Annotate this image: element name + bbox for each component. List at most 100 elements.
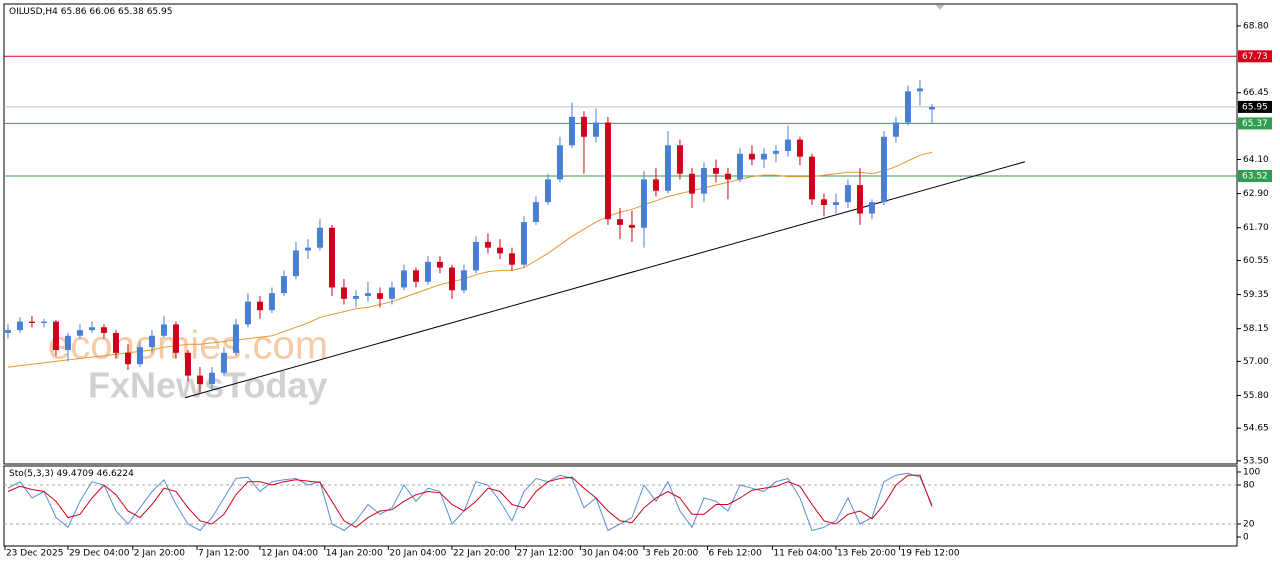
candle-body	[532, 202, 539, 223]
level-label: 65.95	[1242, 102, 1268, 112]
candle-body	[124, 352, 131, 365]
candle-body	[4, 330, 11, 333]
candle-body	[748, 153, 755, 160]
trendline	[184, 161, 1026, 399]
indicator-value: 46.6224	[96, 469, 134, 479]
candle-body	[460, 270, 467, 291]
candle-body	[856, 185, 863, 214]
candle-body	[100, 327, 107, 333]
candle-body	[136, 347, 143, 365]
shift-marker	[936, 5, 944, 10]
level-box	[1238, 117, 1272, 130]
candle-body	[676, 145, 683, 174]
candle-body	[400, 270, 407, 288]
candle-body	[340, 287, 347, 299]
main-frame	[3, 3, 1238, 465]
x-tick-label: 30 Jan 04:00	[581, 549, 638, 559]
candle-body	[688, 173, 695, 194]
candle-body	[280, 276, 287, 294]
y-tick-label: 53.50	[1243, 456, 1269, 466]
candle-body	[520, 222, 527, 265]
y-tick-label: 60.55	[1243, 256, 1269, 266]
candle-body	[832, 202, 839, 206]
candle-body	[184, 352, 191, 376]
x-tick-label: 12 Jan 04:00	[261, 549, 318, 559]
level-label: 65.37	[1242, 119, 1268, 129]
y-tick-label: 55.80	[1243, 391, 1269, 401]
candle-body	[232, 324, 239, 353]
y-tick-label: 62.90	[1243, 189, 1269, 199]
candle-body	[556, 145, 563, 180]
candle-body	[892, 122, 899, 137]
x-tick-label: 19 Feb 12:00	[901, 549, 960, 559]
candle-body	[220, 352, 227, 373]
candle-body	[472, 241, 479, 271]
x-tick-label: 23 Dec 2025	[6, 549, 64, 559]
symbol: OILUSD,H4	[9, 7, 58, 17]
y-tick-label: 57.00	[1243, 357, 1269, 367]
level-box	[1238, 170, 1272, 183]
candle-body	[484, 241, 491, 248]
indicator-title: Sto(5,3,3)	[9, 469, 54, 479]
x-tick-label: 6 Feb 12:00	[709, 549, 763, 559]
x-tick-label: 7 Jan 12:00	[198, 549, 250, 559]
ohlc-value: 66.06	[89, 7, 116, 17]
candle-body	[328, 227, 335, 288]
y-tick-label: 58.15	[1243, 324, 1269, 334]
stochastic-line	[7, 472, 933, 532]
candle-body	[16, 321, 23, 331]
y-tick-label: 20	[1243, 520, 1255, 530]
candle-body	[40, 321, 47, 323]
indicator-frame	[3, 465, 1238, 547]
candle-body	[412, 270, 419, 282]
candle-body	[640, 179, 647, 228]
candle-body	[664, 145, 671, 191]
candle-body	[304, 247, 311, 251]
x-tick-label: 27 Jan 12:00	[517, 549, 574, 559]
candle-body	[76, 330, 83, 336]
x-tick-label: 13 Feb 20:00	[837, 549, 896, 559]
y-tick-label: 59.35	[1243, 290, 1269, 300]
candle-body	[772, 150, 779, 154]
level-label: 67.73	[1242, 52, 1268, 62]
candle-body	[172, 324, 179, 353]
candle-body	[544, 179, 551, 203]
watermark: FxNewsToday	[88, 365, 327, 406]
candle-body	[628, 224, 635, 228]
y-tick-label: 66.45	[1243, 88, 1269, 98]
y-tick-label: 54.65	[1243, 424, 1269, 434]
candle-body	[388, 287, 395, 299]
chart-header: OILUSD,H4 65.86 66.06 65.38 65.95	[9, 7, 175, 17]
candle-body	[364, 293, 371, 296]
y-tick-label: 68.80	[1243, 21, 1269, 31]
candle-body	[316, 227, 323, 248]
candle-body	[616, 219, 623, 225]
candle-body	[208, 372, 215, 385]
y-tick-label: 100	[1243, 467, 1260, 477]
x-tick-label: 2 Jan 20:00	[134, 549, 186, 559]
y-tick-label: 80	[1243, 480, 1255, 490]
candle-body	[148, 335, 155, 348]
y-tick-label: 64.10	[1243, 155, 1269, 165]
y-tick-label: 0	[1243, 533, 1249, 543]
y-tick-label: 61.70	[1243, 223, 1269, 233]
candle-body	[808, 156, 815, 200]
ohlc-value: 65.86	[60, 7, 87, 17]
candle-body	[196, 375, 203, 385]
candle-body	[928, 106, 935, 110]
candle-body	[244, 301, 251, 325]
candle-body	[292, 250, 299, 277]
candle-body	[736, 153, 743, 180]
candle-body	[112, 332, 119, 353]
candle-body	[652, 179, 659, 191]
candle-body	[820, 199, 827, 206]
candle-body	[436, 261, 443, 268]
stochastic-line	[7, 474, 933, 528]
x-tick-label: 22 Jan 20:00	[453, 549, 510, 559]
indicator-value: 49.4709	[56, 469, 94, 479]
candle-body	[868, 202, 875, 214]
x-tick-label: 3 Feb 20:00	[645, 549, 699, 559]
level-box	[1238, 100, 1272, 113]
ohlc-value: 65.38	[118, 7, 144, 17]
candle-body	[568, 116, 575, 146]
